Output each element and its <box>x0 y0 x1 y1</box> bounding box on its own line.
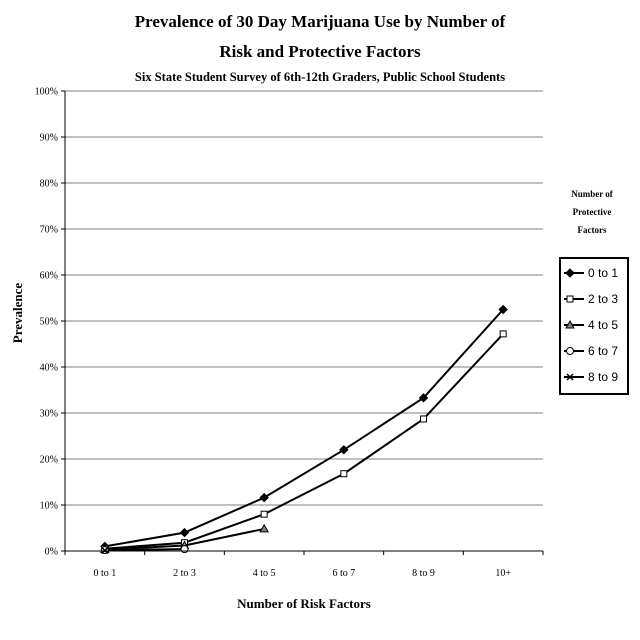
legend-label: 8 to 9 <box>588 370 618 384</box>
y-tick-label: 20% <box>40 455 58 466</box>
x-axis-label: Number of Risk Factors <box>237 596 371 611</box>
series-0-to-1 <box>100 304 508 552</box>
legend-label: 0 to 1 <box>588 266 618 280</box>
series-2-to-3 <box>101 330 507 553</box>
data-point <box>498 304 508 315</box>
data-point <box>499 330 507 338</box>
series-line <box>104 333 504 550</box>
legend-marker <box>565 319 575 329</box>
y-tick-label: 60% <box>40 271 58 282</box>
x-tick-label: 6 to 7 <box>332 568 355 579</box>
data-point <box>260 510 268 518</box>
legend-title: Protective <box>573 207 612 217</box>
y-tick-label: 30% <box>40 409 58 420</box>
y-tick-label: 50% <box>40 317 58 328</box>
data-point <box>420 415 427 423</box>
chart-title-line2: Risk and Protective Factors <box>219 42 421 61</box>
legend-marker <box>566 295 574 303</box>
legend-title: Number of <box>571 189 614 199</box>
series-line <box>104 548 185 552</box>
x-tick-label: 0 to 1 <box>93 568 116 579</box>
axes <box>64 91 544 555</box>
series-lines <box>99 304 508 555</box>
y-tick-label: 0% <box>45 547 58 558</box>
legend-item: 0 to 1 <box>564 266 618 280</box>
x-tick-label: 4 to 5 <box>253 568 276 579</box>
legend-label: 2 to 3 <box>588 292 618 306</box>
legend-item: 8 to 9 <box>564 370 618 384</box>
x-tick-label: 10+ <box>495 568 511 579</box>
legend-marker <box>566 347 574 355</box>
legend-label: 4 to 5 <box>588 318 618 332</box>
chart-subtitle: Six State Student Survey of 6th-12th Gra… <box>134 70 506 84</box>
gridlines <box>61 90 543 552</box>
y-tick-label: 100% <box>35 87 58 98</box>
data-point <box>259 492 269 503</box>
data-point <box>339 445 349 455</box>
data-point <box>179 527 190 538</box>
y-tick-label: 10% <box>40 501 58 512</box>
x-tick-label: 2 to 3 <box>173 568 196 579</box>
y-tick-labels: 0% 10% 20% 30% 40% 50% 60% 70% 80% 90% 100% <box>35 87 58 558</box>
data-point <box>418 393 429 403</box>
y-tick-label: 40% <box>40 363 58 374</box>
legend-item: 2 to 3 <box>564 292 618 306</box>
data-point <box>259 523 270 533</box>
chart-title: Prevalence of 30 Day Marijuana Use by Nu… <box>134 12 506 31</box>
legend-marker <box>566 373 574 381</box>
series-line <box>104 308 504 548</box>
data-point <box>340 470 348 478</box>
x-tick-label: 8 to 9 <box>412 568 435 579</box>
y-tick-label: 80% <box>40 179 58 190</box>
legend-label: 6 to 7 <box>588 344 618 358</box>
legend-item: 4 to 5 <box>564 318 618 332</box>
x-tick-labels: 0 to 1 2 to 3 4 to 5 6 to 7 8 to 9 10+ <box>93 568 511 579</box>
y-axis-label: Prevalence <box>10 283 25 344</box>
y-tick-label: 90% <box>40 133 58 144</box>
legend: Number of Protective Factors 0 to 1 2 to 3 4 … <box>559 189 629 395</box>
y-tick-label: 70% <box>40 225 58 236</box>
data-point <box>180 545 189 554</box>
legend-marker <box>565 268 575 278</box>
legend-title: Factors <box>578 225 607 235</box>
legend-item: 6 to 7 <box>564 344 618 358</box>
